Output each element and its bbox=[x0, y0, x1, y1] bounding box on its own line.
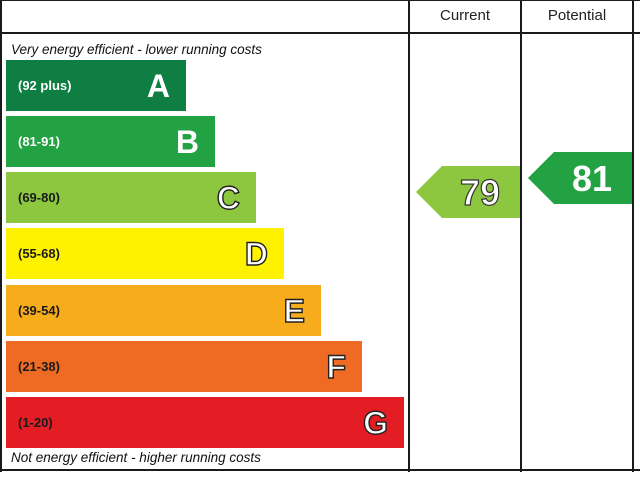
band-range-label: (92 plus) bbox=[18, 78, 72, 93]
band-letter: D bbox=[244, 235, 269, 272]
potential-column-header: Potential bbox=[547, 7, 607, 24]
band-a: (92 plus) A bbox=[6, 60, 186, 111]
current-column-header: Current bbox=[439, 7, 491, 24]
right-border bbox=[632, 0, 634, 472]
band-letter: F bbox=[326, 348, 347, 385]
band-letter: B bbox=[175, 124, 199, 160]
band-f: (21-38) F bbox=[6, 341, 362, 392]
left-border bbox=[0, 0, 2, 472]
band-d: (55-68) D bbox=[6, 228, 284, 279]
potential-column-divider bbox=[520, 0, 522, 472]
top-border bbox=[0, 0, 640, 1]
potential-rating-value: 81 bbox=[571, 158, 613, 199]
band-range-label: (55-68) bbox=[18, 246, 60, 261]
potential-rating-arrow bbox=[528, 152, 632, 204]
band-range-label: (1-20) bbox=[18, 415, 53, 430]
band-letter: G bbox=[362, 404, 388, 441]
band-range-label: (39-54) bbox=[18, 303, 60, 318]
header-divider bbox=[0, 32, 640, 34]
bottom-note: Not energy efficient - higher running co… bbox=[11, 450, 261, 465]
band-range-label: (21-38) bbox=[18, 359, 60, 374]
band-range-label: (81-91) bbox=[18, 134, 60, 149]
band-letter: C bbox=[216, 179, 241, 216]
band-e: (39-54) E bbox=[6, 285, 321, 336]
current-rating-arrow bbox=[416, 166, 520, 218]
current-column-divider bbox=[408, 0, 410, 472]
band-b: (81-91) B bbox=[6, 116, 215, 167]
bottom-divider bbox=[0, 469, 640, 471]
band-c: (69-80) C bbox=[6, 172, 256, 223]
band-letter: E bbox=[283, 292, 306, 329]
band-g: (1-20) G bbox=[6, 397, 404, 448]
top-note: Very energy efficient - lower running co… bbox=[11, 42, 262, 57]
current-rating-value: 79 bbox=[459, 171, 501, 213]
band-letter: A bbox=[146, 68, 170, 104]
band-range-label: (69-80) bbox=[18, 190, 60, 205]
